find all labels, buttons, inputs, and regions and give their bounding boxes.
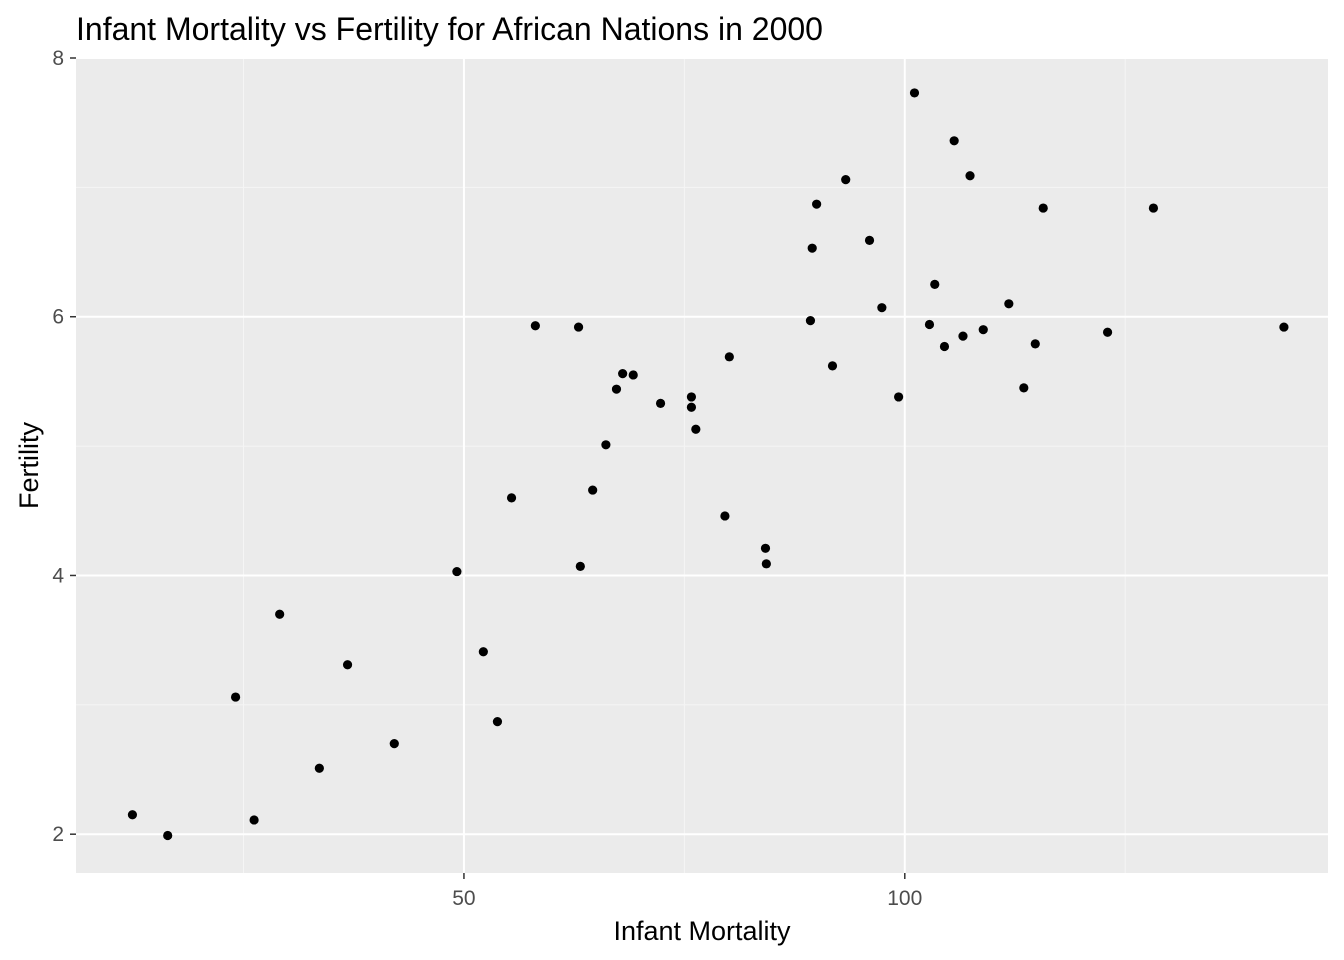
data-point xyxy=(805,316,816,326)
data-point xyxy=(452,566,462,577)
data-point xyxy=(506,493,517,503)
data-point xyxy=(807,243,817,253)
data-point xyxy=(930,279,940,289)
data-point xyxy=(275,609,285,619)
data-point xyxy=(812,199,822,209)
data-point xyxy=(1004,299,1014,309)
data-point xyxy=(249,815,259,825)
data-point xyxy=(761,559,771,569)
data-point xyxy=(127,810,138,820)
data-point xyxy=(924,319,935,330)
data-point xyxy=(760,543,771,553)
data-point xyxy=(1148,203,1159,213)
data-point xyxy=(530,321,540,331)
data-point xyxy=(618,369,628,379)
data-point xyxy=(611,384,622,394)
data-point xyxy=(965,171,975,181)
data-point xyxy=(686,402,697,412)
data-point xyxy=(978,325,988,335)
y-axis-title: Fertility xyxy=(14,422,44,509)
x-axis: 50 100 xyxy=(452,873,922,910)
data-point xyxy=(1102,327,1113,337)
data-point xyxy=(720,511,730,521)
data-point xyxy=(342,660,353,670)
data-point xyxy=(958,331,968,341)
data-point xyxy=(314,763,324,773)
data-point xyxy=(573,322,584,332)
data-point xyxy=(1279,322,1289,332)
data-point xyxy=(894,392,904,402)
data-point xyxy=(588,485,598,495)
major-grid xyxy=(76,57,1328,873)
x-axis-title: Infant Mortality xyxy=(613,916,791,946)
data-point xyxy=(492,717,503,727)
data-point xyxy=(724,352,734,362)
data-point xyxy=(389,739,399,749)
data-point xyxy=(628,370,638,380)
minor-grid xyxy=(76,58,1328,873)
data-point xyxy=(949,136,959,146)
data-point xyxy=(601,440,611,450)
data-point xyxy=(1019,383,1029,393)
data-point xyxy=(163,830,173,841)
y-axis: 2 4 6 8 xyxy=(52,47,76,846)
y-tick-label: 6 xyxy=(52,306,64,329)
x-tick-label: 50 xyxy=(452,887,475,910)
chart-title: Infant Mortality vs Fertility for Africa… xyxy=(76,11,823,47)
data-point xyxy=(864,235,875,246)
data-point xyxy=(827,361,838,371)
y-tick-label: 2 xyxy=(52,823,64,846)
data-point xyxy=(686,392,697,402)
data-point xyxy=(478,647,488,657)
data-point xyxy=(691,424,701,434)
plot-panel xyxy=(76,58,1328,873)
data-point xyxy=(909,88,920,98)
data-point xyxy=(1038,203,1048,213)
data-point xyxy=(575,561,585,572)
data-point xyxy=(877,303,887,313)
y-tick-label: 8 xyxy=(52,47,64,70)
data-point xyxy=(655,398,666,409)
data-point xyxy=(939,341,950,352)
y-tick-label: 4 xyxy=(52,564,64,587)
data-points xyxy=(127,88,1289,841)
data-point xyxy=(1030,339,1040,349)
data-point xyxy=(841,175,851,185)
x-tick-label: 100 xyxy=(887,887,922,910)
data-point xyxy=(230,692,241,702)
